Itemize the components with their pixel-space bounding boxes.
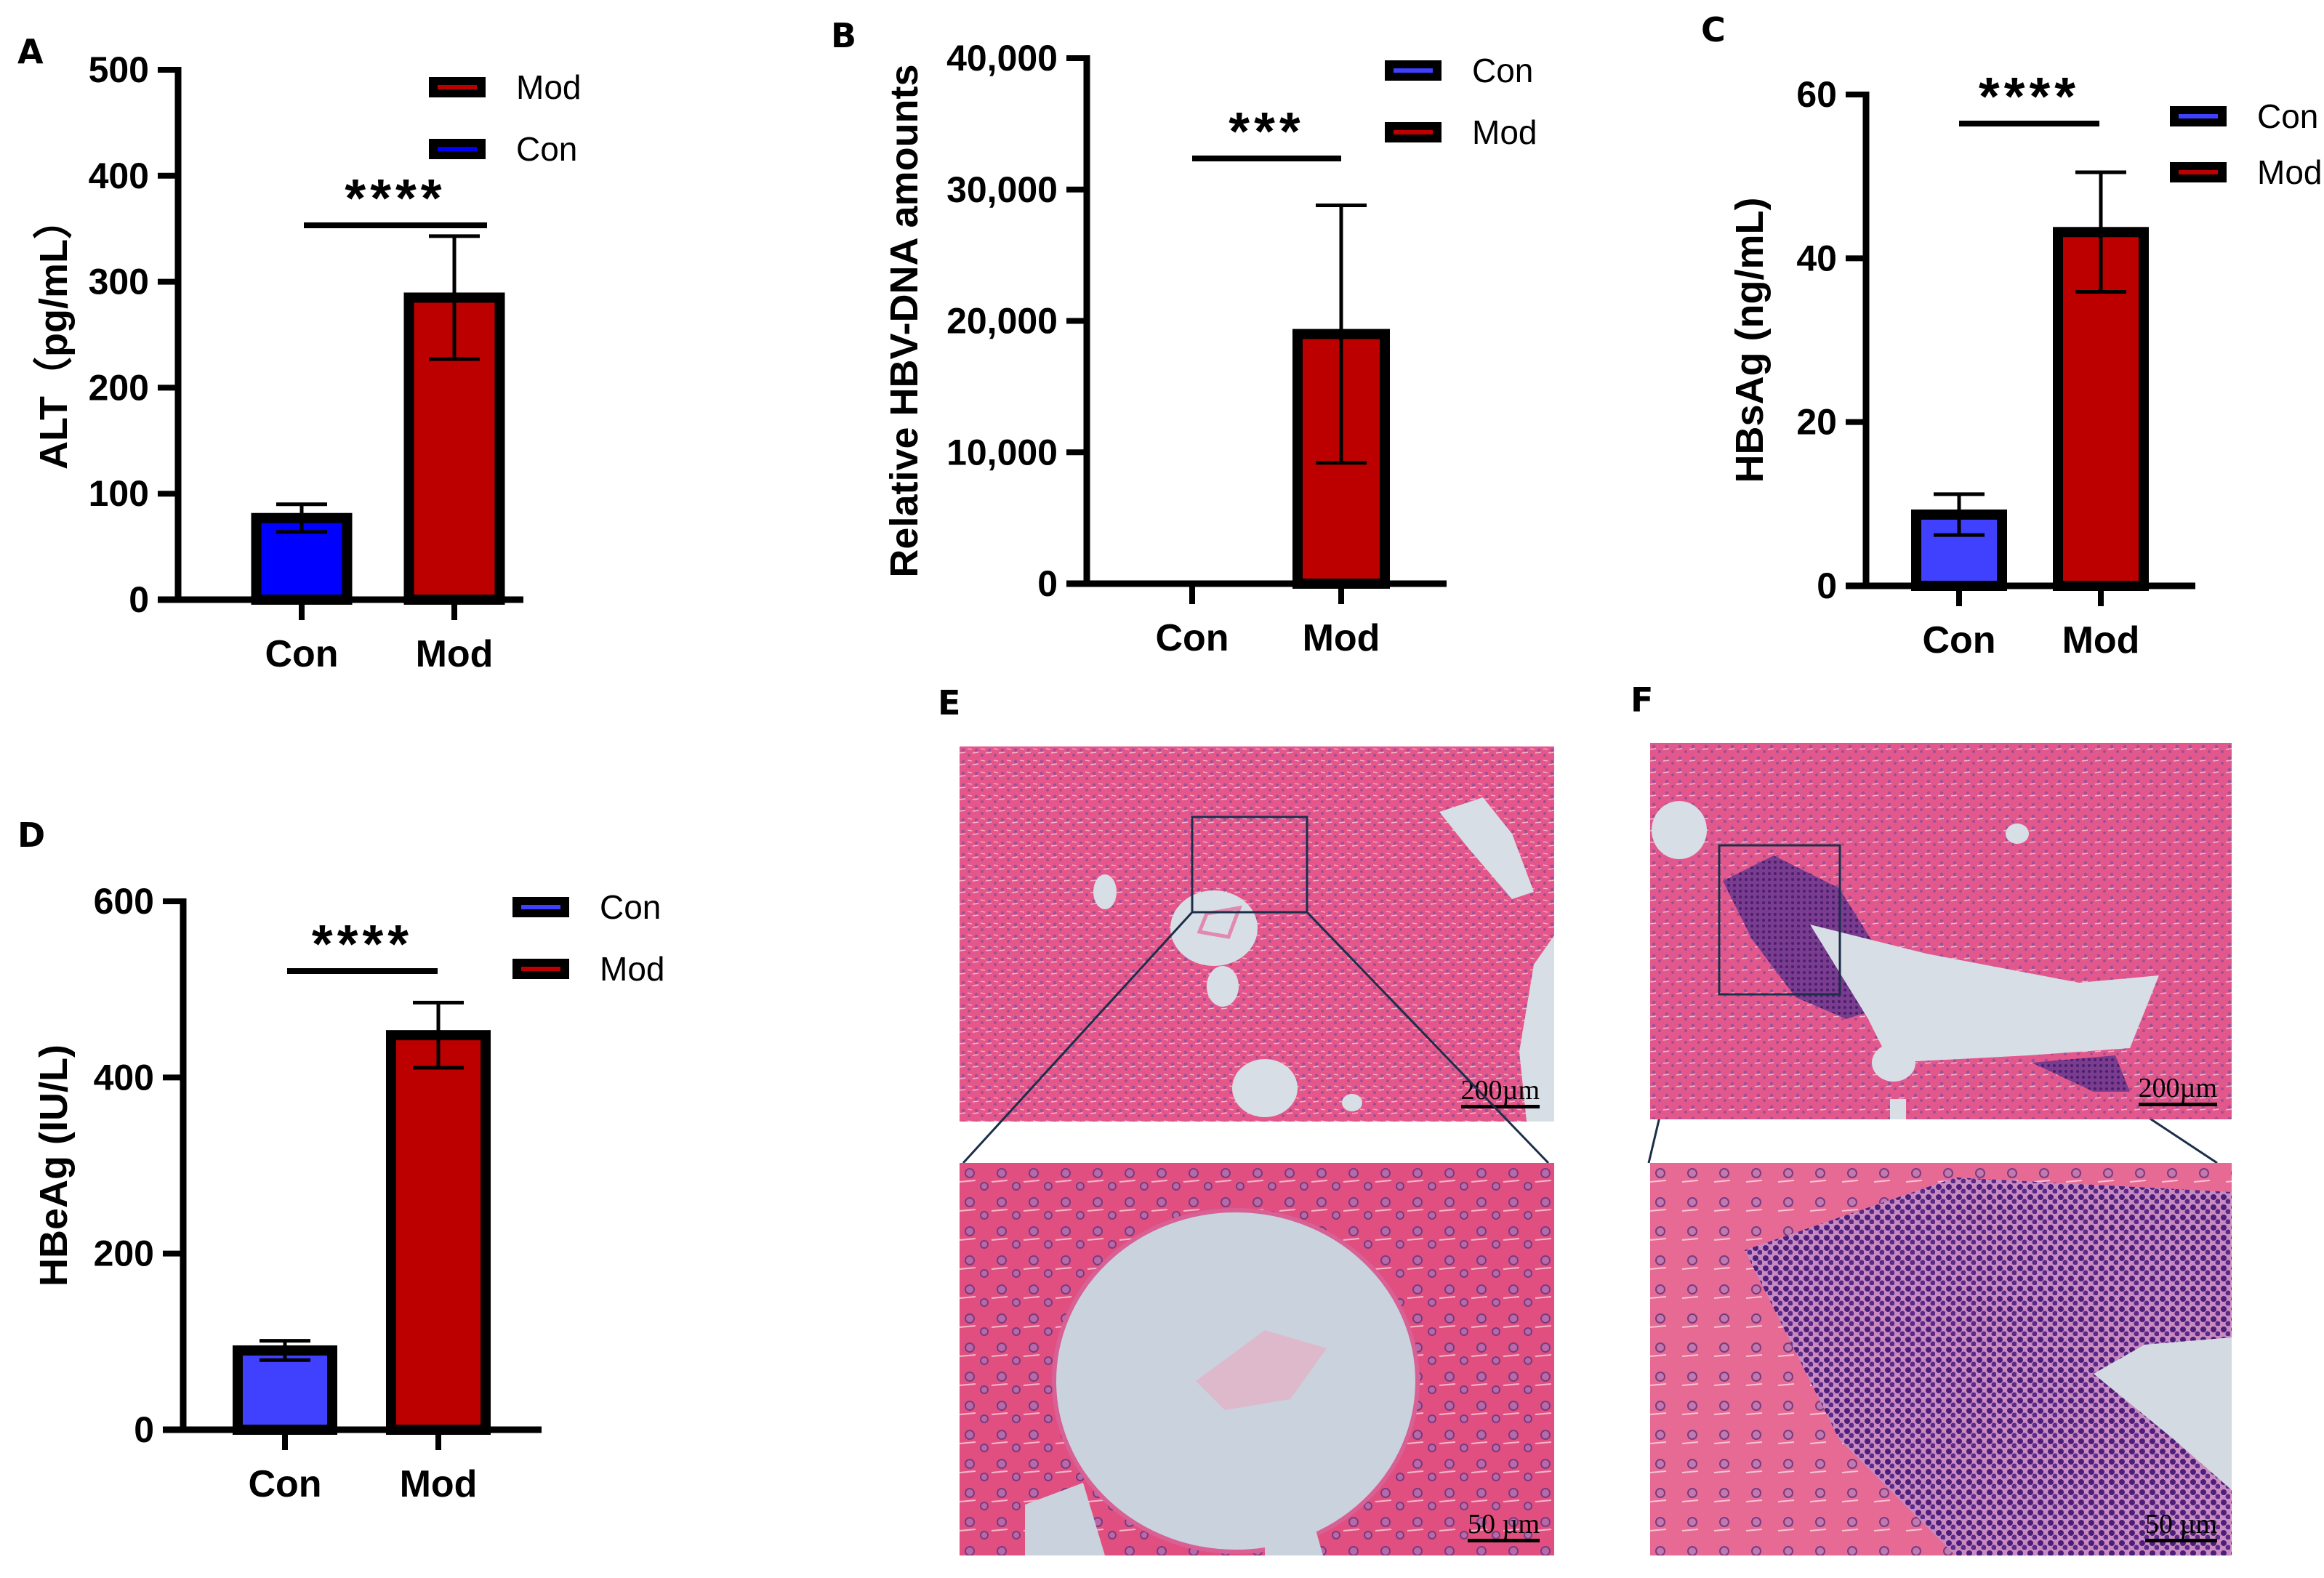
legend-swatch	[512, 897, 569, 917]
liver-tissue-image	[1650, 743, 2232, 1119]
y-tick-label: 0	[134, 1409, 154, 1450]
scale-bar-200um: 200µm	[1460, 1074, 1540, 1108]
histology-f-detail: 50 µm	[1650, 1163, 2232, 1555]
legend-item-con: Con	[429, 130, 577, 168]
scale-bar-50um: 50 µm	[1468, 1508, 1540, 1542]
histology-e-detail: 50 µm	[960, 1163, 1554, 1555]
liver-tissue-detail-image	[1650, 1163, 2232, 1555]
histology-e-overview: 200µm	[960, 746, 1554, 1122]
legend-label: Mod	[516, 68, 581, 106]
bar-chart-d: Con Mod 0 200 400 600 HBeAg (IU/L) **** Con Mod	[32, 881, 664, 1505]
significance-stars: ****	[1979, 66, 2080, 126]
legend-item-mod: Mod	[2170, 153, 2322, 191]
y-tick-label: 20	[1796, 402, 1837, 443]
y-tick-label: 40,000	[946, 38, 1058, 79]
inset-box	[1191, 816, 1308, 914]
scale-label: 50 µm	[1468, 1509, 1540, 1539]
legend-label: Mod	[1472, 113, 1537, 151]
panel-label-d: D	[17, 816, 46, 855]
y-tick-label: 200	[94, 1233, 154, 1274]
inset-box	[1718, 844, 1841, 996]
panel-label-c: C	[1701, 10, 1726, 49]
legend-swatch	[1385, 60, 1442, 81]
y-axis-label: ALT（pg/mL）	[32, 200, 76, 470]
y-tick-label: 500	[89, 49, 149, 90]
bar-con	[251, 512, 353, 605]
panel-label-e: E	[938, 683, 961, 722]
legend-label: Mod	[2257, 153, 2322, 191]
x-tick-label: Con	[1922, 619, 1995, 661]
y-tick-label: 400	[94, 1057, 154, 1098]
x-tick-label: Con	[265, 633, 338, 675]
legend-item-mod: Mod	[429, 68, 581, 106]
y-tick-label: 40	[1796, 238, 1837, 278]
legend-label: Con	[600, 888, 661, 926]
liver-tissue-detail-image	[960, 1163, 1554, 1555]
y-tick-label: 0	[1037, 563, 1058, 604]
y-tick-label: 400	[89, 156, 149, 196]
y-tick-label: 0	[1817, 565, 1837, 606]
panel-label-a: A	[17, 32, 44, 71]
bar-con	[233, 1345, 337, 1435]
scale-label: 200µm	[2138, 1073, 2217, 1103]
y-axis-label: HBsAg (ng/mL)	[1728, 198, 1772, 483]
significance-stars: ***	[1229, 101, 1304, 161]
bar-chart-b: Con Mod 0 10,000 20,000 30,000 40,000 Relative …	[882, 38, 1537, 659]
legend-item-con: Con	[512, 888, 661, 926]
significance-stars: ****	[345, 168, 446, 228]
legend-label: Con	[2257, 97, 2318, 135]
bar-mod	[2053, 227, 2149, 591]
bar-chart-c: Con Mod 0 20 40 60 HBsAg (ng/mL) **** Con Mod	[1728, 66, 2322, 661]
legend-label: Con	[1472, 52, 1533, 89]
y-axis-label: HBeAg (IU/L)	[32, 1044, 76, 1287]
y-tick-label: 600	[94, 881, 154, 922]
y-tick-label: 20,000	[946, 301, 1058, 342]
legend-swatch	[429, 139, 486, 159]
legend-item-mod: Mod	[512, 950, 664, 988]
y-axis-label: Relative HBV-DNA amounts	[882, 64, 926, 577]
legend-swatch	[2170, 162, 2227, 182]
scale-label: 200µm	[1460, 1075, 1540, 1106]
legend-swatch	[2170, 106, 2227, 126]
legend-swatch	[429, 77, 486, 97]
x-tick-label: Con	[248, 1463, 321, 1505]
liver-tissue-image	[960, 746, 1554, 1122]
y-tick-label: 200	[89, 367, 149, 408]
x-tick-label: Mod	[416, 633, 494, 675]
significance-stars: ****	[312, 914, 413, 974]
panel-label-f: F	[1631, 680, 1654, 720]
y-tick-label: 10,000	[946, 432, 1058, 472]
y-tick-label: 100	[89, 473, 149, 514]
histology-f-overview: 200µm	[1650, 743, 2232, 1119]
x-tick-label: Mod	[1303, 617, 1380, 659]
legend-item-mod: Mod	[1385, 113, 1537, 151]
legend-swatch	[1385, 122, 1442, 142]
y-tick-label: 300	[89, 262, 149, 302]
y-tick-label: 30,000	[946, 169, 1058, 210]
bar-con	[1911, 509, 2007, 591]
scale-bar-50um: 50 µm	[2145, 1508, 2217, 1542]
legend-swatch	[512, 959, 569, 979]
legend-item-con: Con	[2170, 97, 2318, 135]
bar-mod	[386, 1030, 491, 1435]
x-tick-label: Mod	[2062, 619, 2140, 661]
scale-bar-200um: 200µm	[2138, 1072, 2217, 1106]
bar-chart-a: Con Mod 0 100 200 300 400 500 ALT（pg/mL） **** Mod C…	[32, 49, 581, 675]
y-tick-label: 0	[129, 579, 149, 620]
bar-mod	[403, 292, 505, 605]
x-tick-label: Mod	[400, 1463, 478, 1505]
panel-label-b: B	[831, 16, 857, 55]
scale-label: 50 µm	[2145, 1509, 2217, 1539]
x-tick-label: Con	[1155, 617, 1229, 659]
legend-item-con: Con	[1385, 52, 1533, 89]
y-tick-label: 60	[1796, 74, 1837, 115]
legend-label: Con	[516, 130, 577, 168]
legend-label: Mod	[600, 950, 664, 988]
bar-mod	[1292, 329, 1390, 589]
